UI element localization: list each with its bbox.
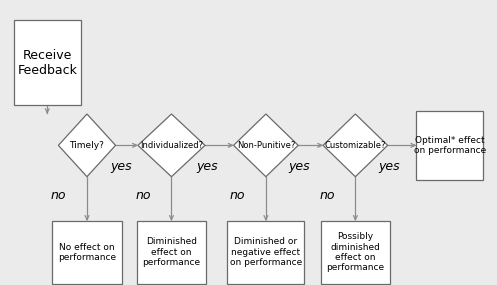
Polygon shape (323, 114, 388, 177)
Polygon shape (138, 114, 205, 177)
Polygon shape (234, 114, 298, 177)
Text: Possibly
diminished
effect on
performance: Possibly diminished effect on performanc… (327, 232, 384, 272)
Text: No effect on
performance: No effect on performance (58, 243, 116, 262)
Text: no: no (135, 189, 151, 202)
FancyBboxPatch shape (228, 221, 304, 284)
Text: no: no (319, 189, 335, 202)
Text: Timely?: Timely? (70, 141, 104, 150)
FancyBboxPatch shape (52, 221, 122, 284)
Text: Optimal* effect
on performance: Optimal* effect on performance (414, 136, 486, 155)
Text: Receive
Feedback: Receive Feedback (17, 49, 77, 77)
FancyBboxPatch shape (14, 20, 81, 105)
Text: Customizable?: Customizable? (325, 141, 386, 150)
FancyBboxPatch shape (321, 221, 390, 284)
Text: yes: yes (110, 160, 132, 173)
Text: no: no (51, 189, 67, 202)
FancyBboxPatch shape (137, 221, 206, 284)
Polygon shape (59, 114, 115, 177)
Text: Diminished or
negative effect
on performance: Diminished or negative effect on perform… (230, 237, 302, 267)
Text: Individualized?: Individualized? (140, 141, 203, 150)
Text: yes: yes (379, 160, 401, 173)
Text: Non-Punitive?: Non-Punitive? (237, 141, 295, 150)
Text: no: no (230, 189, 246, 202)
FancyBboxPatch shape (416, 111, 484, 180)
Text: yes: yes (288, 160, 310, 173)
Text: yes: yes (196, 160, 218, 173)
Text: Diminished
effect on
performance: Diminished effect on performance (143, 237, 200, 267)
